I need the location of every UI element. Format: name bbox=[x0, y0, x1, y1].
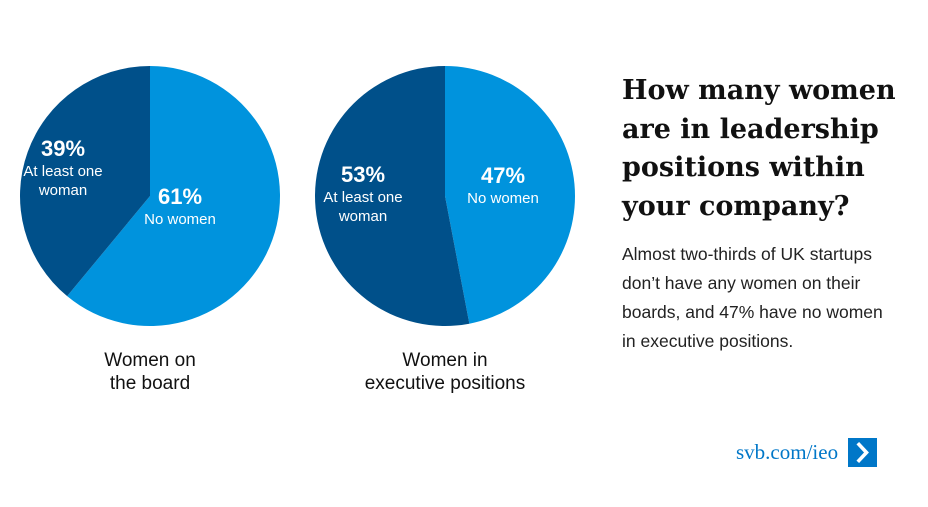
slice-name-label: woman bbox=[38, 182, 87, 199]
pie-title-executive: Women in executive positions bbox=[364, 350, 526, 394]
pie-slice-no-women bbox=[445, 66, 576, 324]
slice-name-label: At least one bbox=[23, 163, 102, 180]
pie-slice-at-least-one-woman bbox=[315, 66, 470, 326]
chevron-right-icon[interactable] bbox=[848, 437, 878, 467]
footer-link[interactable]: svb.com/ieo bbox=[736, 437, 878, 467]
slice-name-label: No women bbox=[144, 211, 216, 228]
slice-value-label: 61% bbox=[158, 184, 202, 209]
pie-slice-no-women bbox=[67, 66, 281, 326]
headline: How many women are in leadership positio… bbox=[622, 75, 896, 222]
slice-value-label: 39% bbox=[41, 136, 85, 161]
footer-link-text[interactable]: svb.com/ieo bbox=[736, 439, 839, 464]
slice-name-label: At least one bbox=[323, 189, 402, 206]
description: Almost two-thirds of UK startups don’t h… bbox=[622, 244, 883, 351]
pie-title-board: Women on the board bbox=[104, 350, 196, 394]
pie-slice-at-least-one-woman bbox=[20, 66, 150, 297]
slice-value-label: 47% bbox=[481, 163, 525, 188]
slice-name-label: No women bbox=[467, 190, 539, 207]
slice-value-label: 53% bbox=[341, 162, 385, 187]
slice-name-label: woman bbox=[338, 208, 387, 225]
pie-charts: 61% No women 39% At least one woman 47% No wom… bbox=[20, 66, 576, 326]
